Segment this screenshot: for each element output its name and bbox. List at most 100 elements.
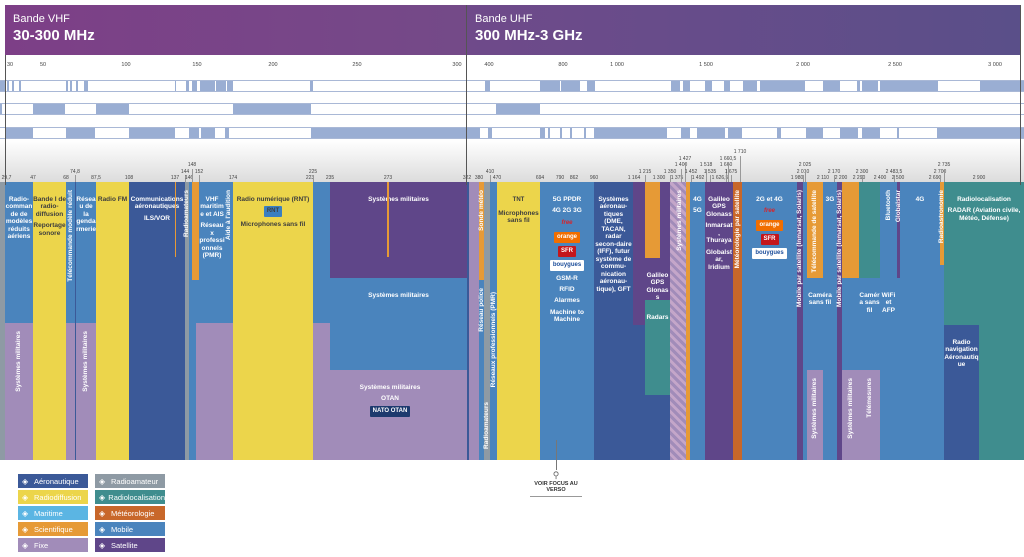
band-scientifique[interactable]: Radioastronomie	[938, 182, 945, 265]
band-label: Microphones sans fil	[240, 221, 306, 229]
band-scientifique[interactable]	[686, 182, 690, 460]
band-fixe[interactable]: Systèmes militaires	[807, 370, 823, 460]
band-scientifique[interactable]	[645, 182, 660, 258]
band-mobile[interactable]	[313, 182, 330, 323]
band-label: 2G et 4G	[756, 196, 783, 203]
band-scientifique[interactable]	[175, 182, 176, 257]
band-satellite[interactable]: Mobile par satellite (Inmarsat, Solaris)	[836, 182, 843, 460]
band-mobile[interactable]: Réseau de la gendarmerie	[76, 182, 96, 323]
bottom-tick-label: 380	[474, 175, 484, 181]
band-mobile[interactable]: WiFi et AFP	[880, 278, 897, 460]
band-radiodiffusion[interactable]: Radio numérique (RNT) RNT Microphones sans…	[233, 182, 313, 460]
band-satellite[interactable]: Globalstar	[895, 182, 902, 278]
band-radiodiffusion[interactable]: TNT Microphones sans fil	[497, 182, 540, 460]
band-radiolocalisation[interactable]: Radiolocalisation RADAR (Aviation civile,…	[944, 182, 1024, 325]
band-mobile[interactable]: Télécommande modèle réduit	[66, 182, 75, 323]
band-mobile[interactable]: Bluetooth	[880, 182, 897, 278]
band-mobile[interactable]	[897, 278, 900, 460]
band-aeronautique[interactable]	[467, 182, 469, 460]
vhf-band-range: 30-300 MHz	[13, 27, 95, 44]
usage-segment	[561, 81, 580, 91]
band-fixe[interactable]: Systèmes militaires	[842, 370, 859, 460]
band-label: Machine to Machine	[550, 308, 584, 324]
band-aeronautique[interactable]: Radio navigation Aéronautique	[944, 325, 979, 460]
band-satellite[interactable]	[633, 182, 645, 325]
bottom-tick-label: 1 535	[703, 168, 717, 175]
band-aeronautique[interactable]: Systèmes aéronau-tiques (DME, TACAN, rad…	[594, 182, 633, 460]
usage-segment	[311, 128, 480, 138]
band-scientifique[interactable]: Télécommande de satellite	[807, 182, 823, 278]
tick-mark	[540, 181, 541, 182]
band-mobile[interactable]: Caméra sans fil	[859, 278, 880, 370]
usage-segment	[862, 128, 880, 138]
band-mobile[interactable]: VHF maritime et AIS Réseaux professionnel…	[199, 182, 225, 323]
band-aeronautique[interactable]	[75, 182, 76, 460]
focus-link[interactable]: ⚲ VOIR FOCUS AU VERSO	[530, 470, 582, 497]
band-meteorologie[interactable]: Météorologie par satellite	[733, 182, 742, 460]
band-fixe[interactable]	[469, 182, 479, 460]
band-mobile[interactable]: 4G	[900, 182, 940, 460]
band-label-vertical: Systèmes militaires	[82, 331, 89, 392]
band-mobile[interactable]: 5G PPDR 4G 2G 3G free orange SFR bouygues GSM-…	[540, 182, 594, 460]
band-aeronautique[interactable]: Communications aéronautiques ILS/VOR	[129, 182, 185, 460]
band-mobile[interactable]	[189, 182, 192, 460]
band-mobile[interactable]: Réseaux professionnels (PMR)	[490, 182, 497, 460]
band-mobile[interactable]: Radio-commande de modèles réduits aérien…	[5, 182, 33, 323]
tick-mark	[388, 181, 389, 182]
band-fixe[interactable]	[66, 323, 75, 460]
usage-row	[0, 80, 1024, 92]
band-satellite[interactable]: Mobile par satellite (Inmarsat, Solaris)	[796, 182, 803, 460]
band-radiolocalisation[interactable]	[979, 325, 1024, 460]
band-radioamateur[interactable]	[0, 182, 5, 460]
band-scientifique[interactable]	[387, 182, 389, 257]
band-radioamateur[interactable]: Radioamateurs	[183, 182, 190, 460]
band-radioamateur[interactable]: Radioamateurs	[483, 182, 490, 460]
band-mobile[interactable]: 4G 5G	[690, 182, 705, 460]
band-label: Bande I de radio-diffusion	[33, 196, 66, 218]
tick-mark	[691, 175, 692, 182]
band-fixe[interactable]: Systèmes militaires	[5, 323, 33, 460]
band-fixe[interactable]: Télémesures	[859, 370, 880, 460]
band-fixe[interactable]: Systèmes militaires	[76, 323, 96, 460]
legend-item-sat: ◈ Satellite	[95, 538, 165, 552]
bottom-tick-label: 2 010	[796, 168, 810, 175]
tick-mark	[33, 181, 34, 182]
tick-mark	[490, 175, 491, 182]
band-label: OTAN	[381, 395, 399, 403]
band-fixe[interactable]	[313, 323, 330, 370]
band-mobile[interactable]	[192, 280, 199, 460]
band-mobile[interactable]: Caméra sans fil	[803, 278, 837, 370]
band-label: Radio numérique (RNT)	[236, 196, 310, 203]
band-satellite[interactable]: Galileo GPS Glonass Inmarsat, Thuraya Glob…	[705, 182, 733, 460]
usage-segment	[233, 104, 311, 114]
tick-mark	[497, 181, 498, 182]
uhf-band-header: Bande UHF 300 MHz-3 GHz	[467, 5, 1020, 55]
band-fixe[interactable]	[196, 323, 233, 460]
band-mobile[interactable]	[842, 278, 859, 370]
band-mobile[interactable]: Systèmes militaires	[330, 278, 467, 370]
band-radiodiffusion[interactable]: Bande I de radio-diffusion Reportage sono…	[33, 182, 66, 460]
band-mobile[interactable]: 2G et 4G free orange SFR bouygues	[742, 182, 797, 460]
band-satellite[interactable]: Galileo GPS Glonass	[645, 258, 670, 301]
band-radiolocalisation[interactable]: Radars	[645, 300, 670, 395]
band-fixe[interactable]: Systèmes militaires	[670, 182, 690, 460]
band-scientifique[interactable]: Sonde météo	[478, 182, 485, 280]
band-mobile[interactable]: Aide à l'audition	[225, 182, 233, 323]
tick-mark	[677, 181, 678, 182]
bottom-tick-label: 2 290	[852, 175, 866, 181]
band-fixe[interactable]: Systèmes militaires OTAN NATO OTAN	[313, 370, 467, 460]
band-radiodiffusion[interactable]: Radio FM	[96, 182, 129, 460]
band-satellite[interactable]: Systèmes militaires	[330, 182, 467, 278]
bottom-tick-label: 790	[555, 175, 565, 181]
band-mobile[interactable]: 3G	[823, 182, 837, 278]
band-radiolocalisation[interactable]	[859, 182, 880, 278]
usage-segment	[862, 81, 878, 91]
usage-segment	[0, 81, 5, 91]
band-mobile[interactable]	[940, 265, 944, 460]
bottom-tick-label: 146	[184, 175, 194, 181]
band-satellite[interactable]	[660, 182, 670, 258]
band-scientifique[interactable]	[842, 182, 859, 278]
usage-segment	[897, 128, 899, 138]
band-scientifique[interactable]	[192, 182, 199, 280]
band-mobile[interactable]: Réseau police	[478, 280, 485, 460]
